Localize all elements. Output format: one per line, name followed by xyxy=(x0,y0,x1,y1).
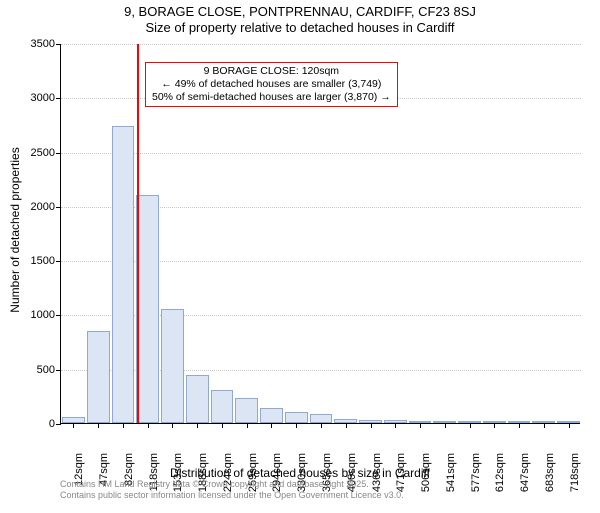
y-tick xyxy=(56,44,61,45)
y-tick-label: 2000 xyxy=(19,201,55,213)
gridline xyxy=(61,44,581,45)
x-tick xyxy=(569,423,570,428)
x-tick xyxy=(346,423,347,428)
histogram-bar xyxy=(87,331,110,423)
x-tick xyxy=(123,423,124,428)
plot-area: 050010001500200025003000350012sqm47sqm82… xyxy=(60,44,580,424)
x-tick-label: 612sqm xyxy=(494,453,506,513)
callout-line2: ← 49% of detached houses are smaller (3,… xyxy=(152,78,391,91)
chart-area: 050010001500200025003000350012sqm47sqm82… xyxy=(60,44,580,424)
footer-line2: Contains public sector information licen… xyxy=(60,490,404,500)
y-axis-label: Number of detached properties xyxy=(8,147,22,312)
x-tick-label: 541sqm xyxy=(445,453,457,513)
x-tick xyxy=(271,423,272,428)
x-tick xyxy=(296,423,297,428)
y-tick xyxy=(56,261,61,262)
y-tick-label: 500 xyxy=(19,364,55,376)
histogram-bar xyxy=(235,398,258,423)
histogram-bar xyxy=(136,195,159,423)
x-tick xyxy=(222,423,223,428)
y-tick-label: 3000 xyxy=(19,92,55,104)
x-tick xyxy=(544,423,545,428)
chart-title-line2: Size of property relative to detached ho… xyxy=(0,20,600,36)
x-tick xyxy=(73,423,74,428)
histogram-bar xyxy=(211,390,234,423)
x-tick-label: 718sqm xyxy=(569,453,581,513)
x-tick xyxy=(395,423,396,428)
y-tick xyxy=(56,153,61,154)
histogram-bar xyxy=(186,375,209,423)
chart-title-line1: 9, BORAGE CLOSE, PONTPRENNAU, CARDIFF, C… xyxy=(0,4,600,20)
histogram-bar xyxy=(112,126,135,423)
y-tick-label: 0 xyxy=(19,418,55,430)
x-tick xyxy=(445,423,446,428)
histogram-bar xyxy=(285,412,308,423)
reference-marker-line xyxy=(137,44,139,423)
x-tick xyxy=(519,423,520,428)
chart-title-block: 9, BORAGE CLOSE, PONTPRENNAU, CARDIFF, C… xyxy=(0,0,600,37)
callout-line3: 50% of semi-detached houses are larger (… xyxy=(152,91,391,104)
histogram-bar xyxy=(161,309,184,423)
x-tick-label: 577sqm xyxy=(470,453,482,513)
x-tick xyxy=(247,423,248,428)
y-tick xyxy=(56,315,61,316)
y-tick xyxy=(56,424,61,425)
x-tick xyxy=(321,423,322,428)
y-tick-label: 1000 xyxy=(19,309,55,321)
y-tick-label: 1500 xyxy=(19,255,55,267)
x-tick xyxy=(470,423,471,428)
histogram-bar xyxy=(310,414,333,423)
x-tick-label: 683sqm xyxy=(544,453,556,513)
callout-line1: 9 BORAGE CLOSE: 120sqm xyxy=(152,65,391,78)
x-tick xyxy=(494,423,495,428)
y-tick-label: 3500 xyxy=(19,38,55,50)
x-tick-label: 647sqm xyxy=(519,453,531,513)
footer-line1: Contains HM Land Registry data © Crown c… xyxy=(60,479,404,489)
x-tick xyxy=(420,423,421,428)
x-tick xyxy=(371,423,372,428)
y-tick xyxy=(56,207,61,208)
x-tick xyxy=(172,423,173,428)
y-tick xyxy=(56,370,61,371)
x-tick-label: 506sqm xyxy=(420,453,432,513)
histogram-bar xyxy=(260,408,283,423)
attribution-footer: Contains HM Land Registry data © Crown c… xyxy=(60,479,404,500)
x-tick xyxy=(197,423,198,428)
y-tick xyxy=(56,98,61,99)
x-tick xyxy=(148,423,149,428)
x-tick xyxy=(98,423,99,428)
y-tick-label: 2500 xyxy=(19,147,55,159)
callout-box: 9 BORAGE CLOSE: 120sqm← 49% of detached … xyxy=(145,62,398,107)
gridline xyxy=(61,153,581,154)
x-axis-label: Distribution of detached houses by size … xyxy=(0,466,600,480)
